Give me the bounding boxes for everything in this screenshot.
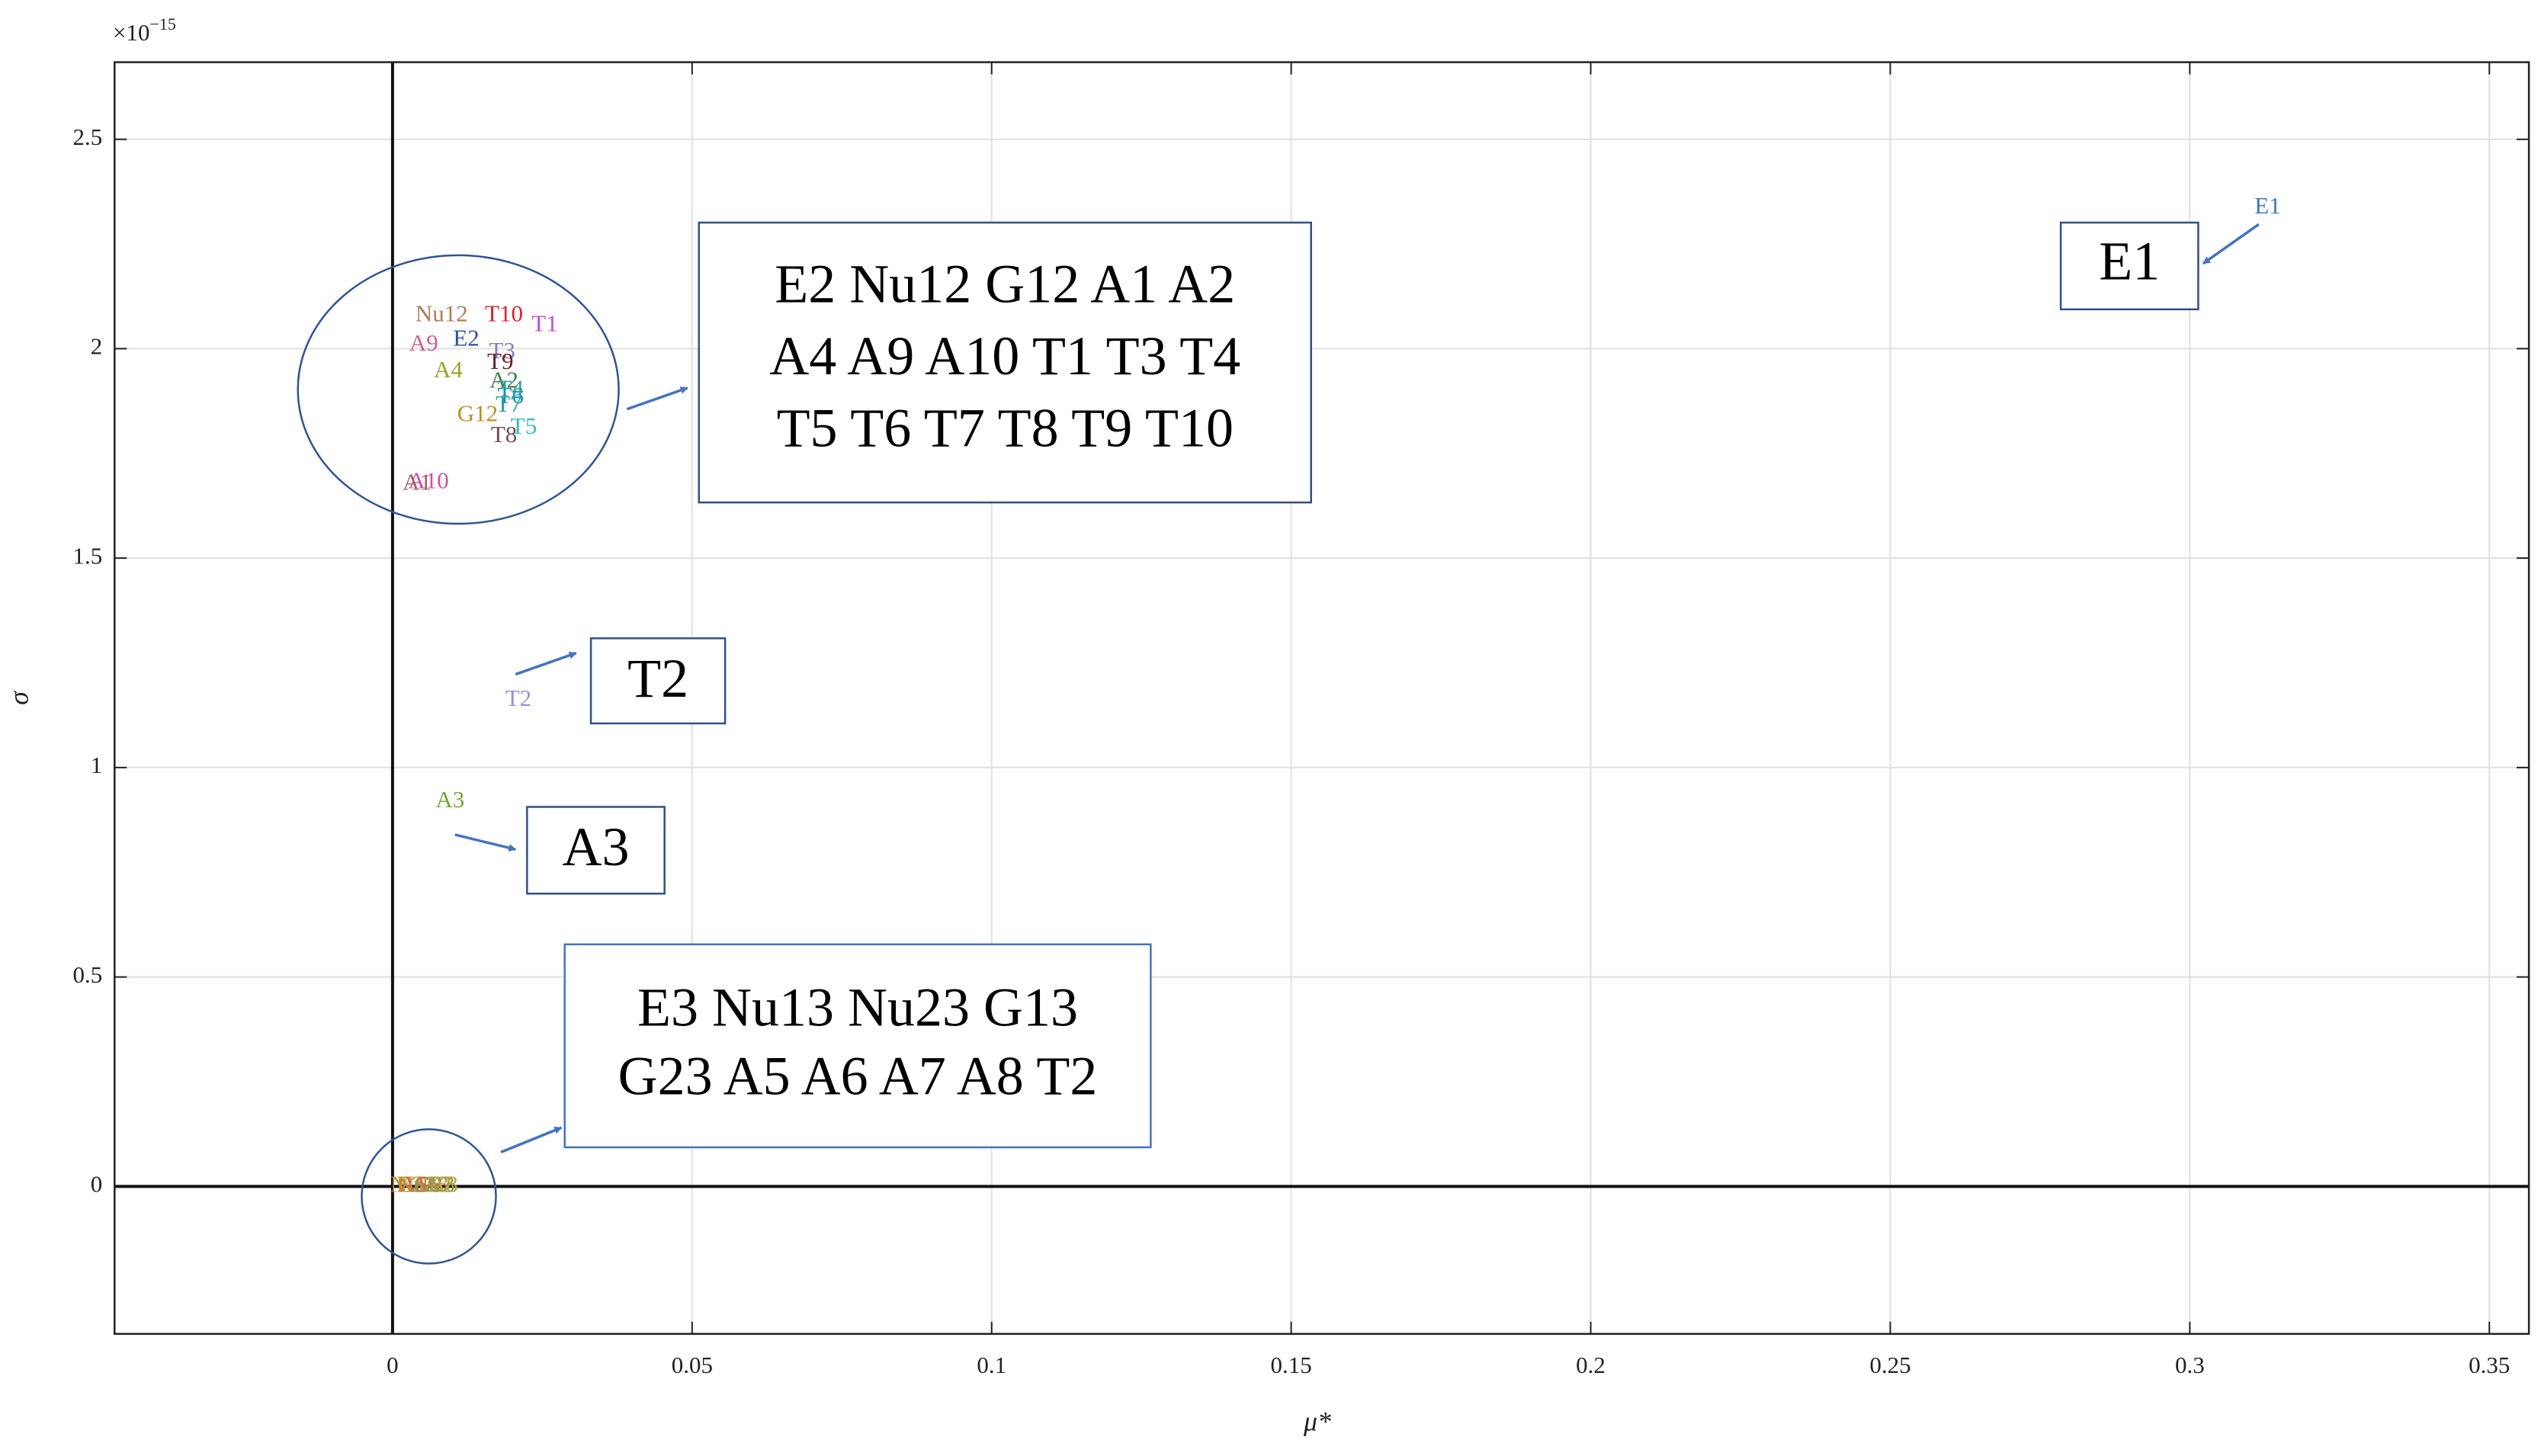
y-tick-label: 2.5 [73, 123, 103, 150]
point-label: T7 [496, 390, 521, 417]
point-label: A5 [399, 1170, 428, 1197]
point-label: A10 [408, 467, 448, 493]
point-label: T2 [505, 685, 531, 711]
annotation-box [526, 806, 666, 895]
point-label: T3 [489, 337, 515, 364]
point-label: E2 [453, 325, 479, 351]
point-label: A7 [423, 1170, 452, 1197]
y-axis-label: σ [3, 691, 34, 705]
x-tick-label: 0.1 [977, 1352, 1006, 1378]
point-label: Nu13 [390, 1170, 443, 1197]
highlight-ellipse [297, 254, 620, 525]
x-tick-label: 0.35 [2469, 1352, 2510, 1378]
point-label: T5 [511, 412, 537, 439]
x-tick-label: 0.15 [1271, 1352, 1312, 1378]
point-label: G12 [457, 399, 498, 426]
annotation-box [698, 221, 1312, 504]
point-label: Nu12 [415, 300, 468, 327]
point-label: T4 [497, 374, 524, 401]
point-label: A3 [435, 786, 464, 813]
y-tick-label: 0.5 [73, 961, 103, 988]
annotation-text: T5 T6 T7 T8 T9 T10 [777, 397, 1234, 458]
y-tick-label: 0 [91, 1170, 103, 1197]
annotation-arrow [500, 1126, 563, 1154]
plot-frame [114, 61, 2530, 1336]
point-label: T8 [491, 421, 517, 447]
x-tick-label: 0.2 [1576, 1352, 1606, 1378]
point-label: T1 [531, 309, 557, 336]
point-label: A2 [489, 366, 518, 393]
x-axis-label: μ* [1303, 1406, 1331, 1436]
point-label: A8 [429, 1170, 458, 1197]
point-label: E1 [2254, 192, 2280, 219]
highlight-ellipse [361, 1128, 497, 1265]
point-label: A4 [434, 356, 463, 383]
x-tick-label: 0.05 [672, 1352, 713, 1378]
annotation-text: A3 [563, 816, 630, 877]
annotation-box [563, 943, 1152, 1149]
x-tick-label: 0.3 [2175, 1352, 2205, 1378]
annotation-arrow [515, 651, 577, 676]
point-label: G23 [414, 1170, 454, 1197]
annotation-text: A4 A9 A10 T1 T3 T4 [769, 326, 1240, 386]
annotation-text: E1 [2099, 230, 2160, 291]
multiplier-base: ×10 [113, 19, 149, 46]
point-label: T6 [497, 382, 523, 409]
annotation-text: G23 A5 A6 A7 A8 T2 [618, 1046, 1098, 1107]
point-label: A1 [403, 469, 432, 495]
annotation-box [2059, 221, 2199, 311]
multiplier-exponent: −15 [149, 14, 175, 34]
point-label: T9 [487, 348, 513, 374]
annotation-text: E3 Nu13 Nu23 G13 [637, 977, 1078, 1038]
y-tick-label: 1 [91, 752, 103, 778]
point-label: E3 [397, 1170, 423, 1197]
y-tick-label: 1.5 [73, 542, 103, 569]
x-tick-label: 0 [387, 1352, 399, 1378]
point-label: G13 [408, 1170, 448, 1197]
annotation-text: T2 [627, 648, 688, 709]
point-label: Nu23 [396, 1170, 449, 1197]
annotation-arrow [626, 386, 688, 411]
axis-multiplier: ×10−15 [113, 14, 176, 46]
annotation-box [589, 637, 727, 725]
annotation-arrow [2202, 223, 2260, 265]
point-label: T10 [485, 300, 523, 327]
point-label: A9 [409, 329, 438, 356]
point-label: A6 [411, 1170, 440, 1197]
annotation-text: E2 Nu12 G12 A1 A2 [775, 254, 1235, 315]
x-tick-label: 0.25 [1869, 1352, 1911, 1378]
y-tick-label: 2 [91, 333, 103, 360]
annotation-arrow [454, 833, 517, 852]
